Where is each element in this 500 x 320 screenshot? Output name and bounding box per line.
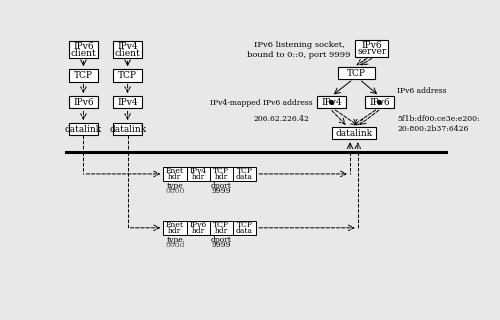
FancyBboxPatch shape bbox=[68, 96, 98, 108]
FancyBboxPatch shape bbox=[113, 96, 142, 108]
Text: IPv6: IPv6 bbox=[362, 41, 382, 50]
FancyBboxPatch shape bbox=[356, 40, 388, 57]
FancyBboxPatch shape bbox=[163, 167, 186, 181]
Text: TCP: TCP bbox=[346, 68, 366, 77]
FancyBboxPatch shape bbox=[233, 167, 256, 181]
FancyBboxPatch shape bbox=[316, 96, 346, 108]
Text: TCP: TCP bbox=[214, 221, 230, 229]
FancyBboxPatch shape bbox=[163, 221, 186, 235]
Text: IPv6 listening socket,
bound to 0::0, port 9999: IPv6 listening socket, bound to 0::0, po… bbox=[247, 41, 350, 59]
Text: dport: dport bbox=[211, 236, 232, 244]
Text: hdr: hdr bbox=[168, 173, 181, 181]
Text: TCP: TCP bbox=[214, 167, 230, 175]
Text: 0800: 0800 bbox=[165, 187, 184, 195]
FancyBboxPatch shape bbox=[338, 67, 375, 79]
Text: 86dd: 86dd bbox=[165, 241, 184, 249]
FancyBboxPatch shape bbox=[68, 42, 98, 59]
Text: IPv4: IPv4 bbox=[118, 98, 138, 107]
Text: IPv6: IPv6 bbox=[190, 221, 207, 229]
Text: datalink: datalink bbox=[336, 129, 372, 138]
Text: IPv4: IPv4 bbox=[321, 98, 342, 107]
Text: TCP: TCP bbox=[74, 71, 93, 80]
Text: 9999: 9999 bbox=[212, 241, 231, 249]
Text: Enet: Enet bbox=[166, 221, 184, 229]
Text: datalink: datalink bbox=[65, 125, 102, 134]
Text: IPv6: IPv6 bbox=[369, 98, 390, 107]
Text: client: client bbox=[114, 49, 140, 58]
Text: TCP: TCP bbox=[236, 221, 252, 229]
FancyBboxPatch shape bbox=[68, 69, 98, 82]
Text: 5f1b:df00:ce3e:e200:
20:800:2b37:6426: 5f1b:df00:ce3e:e200: 20:800:2b37:6426 bbox=[398, 116, 480, 133]
FancyBboxPatch shape bbox=[332, 127, 376, 139]
FancyBboxPatch shape bbox=[68, 123, 98, 135]
FancyBboxPatch shape bbox=[113, 42, 142, 59]
Text: data: data bbox=[236, 227, 253, 235]
Text: hdr: hdr bbox=[215, 173, 228, 181]
Text: TCP: TCP bbox=[236, 167, 252, 175]
Text: client: client bbox=[70, 49, 97, 58]
Text: hdr: hdr bbox=[192, 173, 205, 181]
FancyBboxPatch shape bbox=[113, 69, 142, 82]
FancyBboxPatch shape bbox=[186, 167, 210, 181]
FancyBboxPatch shape bbox=[233, 221, 256, 235]
FancyBboxPatch shape bbox=[113, 123, 142, 135]
Text: TCP: TCP bbox=[118, 71, 137, 80]
Text: server: server bbox=[357, 47, 386, 56]
Text: hdr: hdr bbox=[168, 227, 181, 235]
Text: IPv4: IPv4 bbox=[190, 167, 207, 175]
Text: 9999: 9999 bbox=[212, 187, 231, 195]
Text: IPv4-mapped IPv6 address: IPv4-mapped IPv6 address bbox=[210, 99, 313, 107]
FancyBboxPatch shape bbox=[365, 96, 394, 108]
Text: dport: dport bbox=[211, 182, 232, 190]
Text: type: type bbox=[166, 236, 183, 244]
Text: IPv6 address: IPv6 address bbox=[398, 87, 447, 95]
Text: type: type bbox=[166, 182, 183, 190]
Text: IPv6: IPv6 bbox=[73, 98, 94, 107]
Text: hdr: hdr bbox=[192, 227, 205, 235]
Text: IPv6: IPv6 bbox=[73, 43, 94, 52]
Text: IPv4: IPv4 bbox=[118, 43, 138, 52]
Text: hdr: hdr bbox=[215, 227, 228, 235]
Text: Enet: Enet bbox=[166, 167, 184, 175]
FancyBboxPatch shape bbox=[210, 221, 233, 235]
Text: data: data bbox=[236, 173, 253, 181]
Text: 206.62.226.42: 206.62.226.42 bbox=[253, 116, 309, 124]
FancyBboxPatch shape bbox=[186, 221, 210, 235]
FancyBboxPatch shape bbox=[210, 167, 233, 181]
Text: datalink: datalink bbox=[109, 125, 146, 134]
